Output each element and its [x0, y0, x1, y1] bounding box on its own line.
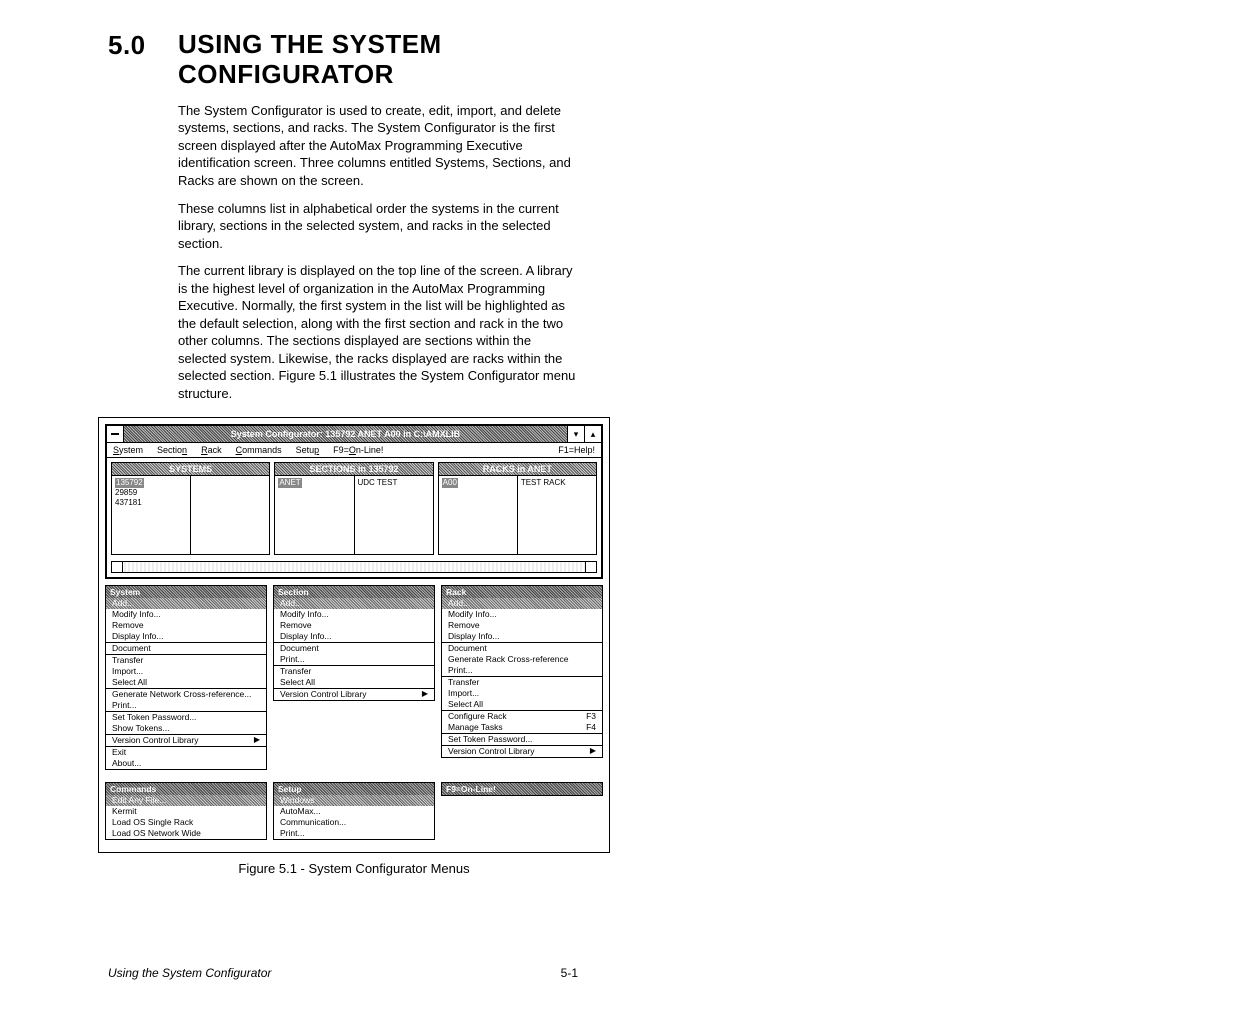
menu-item[interactable]: Generate Network Cross-reference...	[106, 689, 266, 700]
menu-item[interactable]: Remove	[442, 620, 602, 631]
menu-item[interactable]: Select All	[442, 699, 602, 710]
menu-system[interactable]: System	[113, 445, 143, 455]
menu-item[interactable]: Version Control Library▶	[274, 689, 434, 700]
dropdown-menu: RackAdd...Modify Info...RemoveDisplay In…	[441, 585, 603, 758]
menu-item[interactable]: Load OS Network Wide	[106, 828, 266, 839]
section-number: 5.0	[108, 30, 178, 61]
menu-item[interactable]: Display Info...	[106, 631, 266, 642]
menu-item[interactable]: Display Info...	[274, 631, 434, 642]
menu-item[interactable]: Transfer	[106, 655, 266, 666]
panel-header: RACKS in ANET	[439, 463, 596, 476]
menu-item[interactable]: Modify Info...	[442, 609, 602, 620]
menu-item[interactable]: Transfer	[274, 666, 434, 677]
panel: SECTIONS in 135792 ANET UDC TEST	[274, 462, 433, 555]
menu-item[interactable]: Select All	[274, 677, 434, 688]
minimize-button[interactable]: ▾	[567, 426, 584, 442]
dropdown-title: F9=On-Line!	[442, 783, 602, 795]
menu-item[interactable]: Document	[274, 643, 434, 654]
menu-item[interactable]: Add...	[274, 598, 434, 609]
menu-item[interactable]: Edit Any File...	[106, 795, 266, 806]
menu-item[interactable]: Load OS Single Rack	[106, 817, 266, 828]
list-item[interactable]: ANET	[278, 478, 350, 488]
menu-item[interactable]: Print...	[274, 654, 434, 665]
footer-title: Using the System Configurator	[108, 966, 271, 980]
menu-item[interactable]: Show Tokens...	[106, 723, 266, 734]
menu-item[interactable]: Print...	[106, 700, 266, 711]
list-item[interactable]: TEST RACK	[521, 478, 593, 488]
window-title: System Configurator: 135792 ANET A00 in …	[124, 426, 567, 442]
menu-item[interactable]: Manage TasksF4	[442, 722, 602, 733]
body-text: The System Configurator is used to creat…	[178, 102, 578, 403]
section-title: USING THE SYSTEM CONFIGURATOR	[178, 30, 442, 90]
horizontal-scrollbar[interactable]	[111, 561, 597, 573]
system-menu-icon[interactable]	[107, 426, 124, 442]
panel-column[interactable]: 13579229859437181	[112, 476, 191, 554]
figure-caption: Figure 5.1 - System Configurator Menus	[98, 861, 610, 876]
panel-header: SECTIONS in 135792	[275, 463, 432, 476]
figure: System Configurator: 135792 ANET A00 in …	[98, 417, 610, 853]
panel-header: SYSTEMS	[112, 463, 269, 476]
menubar: System Section Rack Commands Setup F9=On…	[107, 443, 601, 458]
panel-column[interactable]: UDC TEST	[355, 476, 433, 554]
dropdown-menu: F9=On-Line!	[441, 782, 603, 796]
dropdown-menu: SystemAdd...Modify Info...RemoveDisplay …	[105, 585, 267, 770]
menu-item[interactable]: About...	[106, 758, 266, 769]
dropdown-title: Setup	[274, 783, 434, 795]
menu-item[interactable]: Modify Info...	[106, 609, 266, 620]
menu-item[interactable]: Set Token Password...	[442, 734, 602, 745]
menu-item[interactable]: Display Info...	[442, 631, 602, 642]
menu-item[interactable]: Kermit	[106, 806, 266, 817]
menu-item[interactable]: Configure RackF3	[442, 711, 602, 722]
list-item[interactable]: UDC TEST	[358, 478, 430, 488]
menu-item[interactable]: Exit	[106, 747, 266, 758]
list-item[interactable]: 135792	[115, 478, 187, 488]
menu-setup[interactable]: Setup	[296, 445, 320, 455]
menu-section[interactable]: Section	[157, 445, 187, 455]
menu-item[interactable]: Transfer	[442, 677, 602, 688]
dropdown-menu: CommandsEdit Any File...KermitLoad OS Si…	[105, 782, 267, 840]
menu-rack[interactable]: Rack	[201, 445, 222, 455]
dropdown-menu: SetupWindowsAutoMax...Communication...Pr…	[273, 782, 435, 840]
menu-commands[interactable]: Commands	[236, 445, 282, 455]
panel: RACKS in ANET A00 TEST RACK	[438, 462, 597, 555]
menu-item[interactable]: Communication...	[274, 817, 434, 828]
menu-item[interactable]: Version Control Library▶	[106, 735, 266, 746]
panel: SYSTEMS13579229859437181	[111, 462, 270, 555]
menu-item[interactable]: Print...	[442, 665, 602, 676]
menu-item[interactable]: Remove	[274, 620, 434, 631]
menu-item[interactable]: Add...	[442, 598, 602, 609]
list-item[interactable]: A00	[442, 478, 514, 488]
menu-item[interactable]: Select All	[106, 677, 266, 688]
menu-item[interactable]: Modify Info...	[274, 609, 434, 620]
menu-item[interactable]: Add...	[106, 598, 266, 609]
app-window: System Configurator: 135792 ANET A00 in …	[105, 424, 603, 579]
menu-item[interactable]: Print...	[274, 828, 434, 839]
panel-column[interactable]: ANET	[275, 476, 354, 554]
menu-item[interactable]: Import...	[442, 688, 602, 699]
dropdown-title: Section	[274, 586, 434, 598]
maximize-button[interactable]: ▴	[584, 426, 601, 442]
list-item[interactable]: 437181	[115, 498, 187, 508]
dropdown-menu: SectionAdd...Modify Info...RemoveDisplay…	[273, 585, 435, 701]
menu-item[interactable]: AutoMax...	[274, 806, 434, 817]
menu-item[interactable]: Document	[442, 643, 602, 654]
menu-item[interactable]: Document	[106, 643, 266, 654]
menu-online[interactable]: F9=On-Line!	[333, 445, 383, 455]
menu-help[interactable]: F1=Help!	[558, 445, 595, 455]
menu-item[interactable]: Set Token Password...	[106, 712, 266, 723]
menu-item[interactable]: Import...	[106, 666, 266, 677]
dropdown-title: Rack	[442, 586, 602, 598]
menu-item[interactable]: Remove	[106, 620, 266, 631]
list-item[interactable]: 29859	[115, 488, 187, 498]
panel-column[interactable]: A00	[439, 476, 518, 554]
dropdown-title: System	[106, 586, 266, 598]
menu-item[interactable]: Version Control Library▶	[442, 746, 602, 757]
dropdown-title: Commands	[106, 783, 266, 795]
panel-column[interactable]: TEST RACK	[518, 476, 596, 554]
menu-item[interactable]: Windows	[274, 795, 434, 806]
menu-item[interactable]: Generate Rack Cross-reference	[442, 654, 602, 665]
page-number: 5-1	[561, 966, 578, 980]
